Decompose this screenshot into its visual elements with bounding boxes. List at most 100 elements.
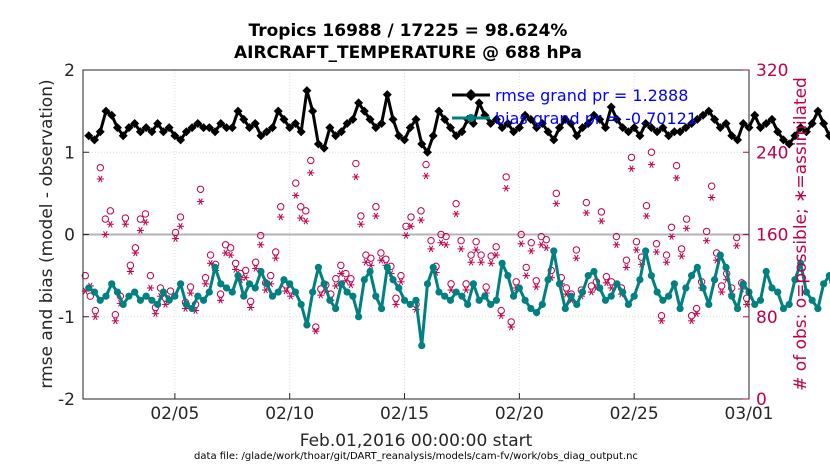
bias-point xyxy=(814,304,822,313)
rmse-point xyxy=(89,135,99,145)
bias-point xyxy=(676,304,684,313)
obs-assimilated-marker xyxy=(201,280,210,288)
obs-possible-marker xyxy=(166,287,175,295)
bias-point xyxy=(309,288,317,296)
bias-point xyxy=(825,272,830,280)
obs-assimilated-marker xyxy=(272,254,280,262)
bias-point xyxy=(733,304,742,313)
obs-assimilated-marker xyxy=(312,327,320,335)
bias-point xyxy=(441,292,449,300)
rmse-point xyxy=(669,127,679,137)
obs-possible-marker xyxy=(642,202,651,210)
bias-point xyxy=(785,300,793,309)
obs-assimilated-stroke xyxy=(704,237,709,245)
obs-possible-marker xyxy=(131,244,140,252)
obs-possible-marker xyxy=(652,240,661,248)
obs-possible-marker xyxy=(337,261,345,270)
obs-possible-marker xyxy=(377,249,385,257)
y-tick-label: -2 xyxy=(58,390,75,410)
rmse-point xyxy=(618,123,628,133)
obs-possible-marker xyxy=(647,148,656,156)
obs-assimilated-marker xyxy=(527,247,535,255)
rmse-point xyxy=(813,106,823,116)
obs-assimilated-marker xyxy=(657,317,666,325)
obs-assimilated-marker xyxy=(151,310,160,318)
obs-assimilated-stroke xyxy=(539,241,544,249)
rmse-point xyxy=(773,127,783,137)
bias-point xyxy=(211,263,219,271)
obs-assimilated-marker xyxy=(587,288,595,296)
bias-point xyxy=(395,284,403,292)
rmse-point xyxy=(509,127,519,137)
bias-point xyxy=(492,296,500,304)
rmse-point xyxy=(457,127,467,137)
rmse-point xyxy=(578,123,587,133)
obs-possible-marker xyxy=(292,179,300,187)
obs-assimilated-marker xyxy=(652,248,661,256)
obs-possible-marker xyxy=(732,233,741,242)
rmse-point xyxy=(262,127,272,137)
obs-possible-marker xyxy=(687,312,696,320)
obs-possible-marker xyxy=(422,160,430,169)
bias-point xyxy=(354,313,363,321)
bias-point xyxy=(642,247,650,255)
obs-assimilated-marker xyxy=(257,241,265,249)
bias-point xyxy=(699,284,707,292)
obs-assimilated-stroke xyxy=(233,266,238,273)
obs-assimilated-marker xyxy=(572,254,580,262)
footnote: data file: /glade/work/thoar/git/DART_re… xyxy=(194,451,638,462)
rmse-point xyxy=(566,118,576,128)
rmse-point xyxy=(273,106,283,116)
rmse-point xyxy=(101,106,111,116)
rmse-point xyxy=(503,118,513,128)
obs-assimilated-stroke xyxy=(173,235,178,242)
obs-possible-marker xyxy=(96,163,105,172)
x-tick-label: 03/01 xyxy=(725,404,774,424)
bias-point xyxy=(188,304,196,313)
obs-possible-marker xyxy=(216,290,225,298)
bias-point xyxy=(119,300,127,309)
obs-possible-marker xyxy=(307,156,315,165)
rmse-point xyxy=(721,118,731,128)
rmse-point xyxy=(589,110,599,120)
bias-point xyxy=(504,272,512,280)
rmse-point xyxy=(158,127,168,137)
obs-possible-marker xyxy=(442,232,450,241)
rmse-point xyxy=(733,135,743,145)
obs-possible-marker xyxy=(86,292,95,300)
x-axis-label: Feb.01,2016 00:00:00 start xyxy=(300,431,533,451)
obs-possible-marker xyxy=(91,306,100,315)
bias-point xyxy=(567,292,575,300)
obs-assimilated-stroke xyxy=(153,310,158,318)
obs-assimilated-marker xyxy=(462,286,470,294)
bias-point xyxy=(257,267,265,276)
legend-rmse-marker xyxy=(465,89,477,101)
bias-point xyxy=(481,292,489,300)
bias-point xyxy=(332,304,340,313)
obs-assimilated-marker xyxy=(467,258,475,266)
obs-possible-marker xyxy=(297,203,305,211)
rmse-point xyxy=(411,114,421,124)
bias-point xyxy=(802,288,811,296)
obs-assimilated-stroke xyxy=(263,286,268,294)
obs-assimilated-stroke xyxy=(453,210,459,218)
obs-assimilated-marker xyxy=(307,169,315,177)
rmse-point xyxy=(388,114,398,124)
rmse-point xyxy=(95,127,105,137)
obs-possible-marker xyxy=(171,228,180,237)
bias-point xyxy=(544,276,552,284)
rmse-point xyxy=(440,114,450,124)
obs-assimilated-marker xyxy=(337,270,345,277)
obs-assimilated-stroke xyxy=(604,279,609,287)
rmse-point xyxy=(635,131,645,141)
rmse-point xyxy=(164,123,174,133)
rmse-point xyxy=(279,114,289,124)
bias-point xyxy=(205,288,213,296)
obs-assimilated-stroke xyxy=(93,313,98,321)
obs-assimilated-stroke xyxy=(654,248,659,256)
rmse-point xyxy=(417,139,427,149)
bias-point xyxy=(797,259,805,267)
obs-assimilated-stroke xyxy=(634,246,639,254)
rmse-point xyxy=(750,110,760,120)
obs-possible-marker xyxy=(517,230,525,239)
